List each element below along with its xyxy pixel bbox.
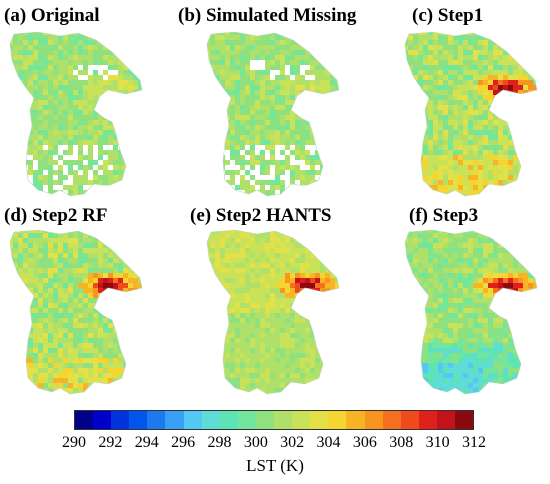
panel-title-e: (e) Step2 HANTS [190, 205, 332, 226]
colorbar-tick-label: 292 [98, 434, 123, 451]
map-original [9, 31, 143, 197]
colorbar-tick-label: 294 [134, 434, 159, 451]
map-step3 [404, 229, 538, 395]
colorbar-tick-label: 308 [389, 434, 414, 451]
colorbar-segment [382, 411, 401, 429]
map-step2-rf [9, 229, 143, 395]
colorbar-segment [183, 411, 202, 429]
map-pixels [207, 230, 339, 394]
colorbar-segment [400, 411, 419, 429]
map-pixels [207, 32, 339, 196]
colorbar-segment [255, 411, 275, 429]
map-step1 [404, 31, 538, 197]
panel-title-f: (f) Step3 [409, 205, 479, 226]
colorbar-segment [310, 411, 329, 429]
map-pixels [10, 32, 142, 196]
colorbar-segment [237, 411, 256, 429]
panel-title-b: (b) Simulated Missing [178, 5, 357, 26]
colorbar-title: LST (K) [246, 456, 304, 475]
colorbar-segment [201, 411, 220, 429]
colorbar-segment [129, 411, 148, 429]
colorbar-segment [274, 411, 293, 429]
colorbar-segment [147, 411, 166, 429]
panel-title-a: (a) Original [4, 5, 100, 26]
region-outline [206, 31, 340, 197]
colorbar [74, 410, 474, 430]
colorbar-segment [93, 411, 112, 429]
colorbar-segment [364, 411, 383, 429]
colorbar-segment [219, 411, 238, 429]
colorbar-segment [328, 411, 347, 429]
region-outline [404, 229, 538, 395]
panel-title-c: (c) Step1 [412, 5, 484, 26]
map-step2-hants [206, 229, 340, 395]
colorbar-segment [165, 411, 184, 429]
region-outline [9, 31, 143, 197]
colorbar-tick-label: 306 [352, 434, 377, 451]
colorbar-segment [436, 411, 455, 429]
colorbar-tick-label: 310 [425, 434, 450, 451]
colorbar-tick-label: 298 [207, 434, 232, 451]
region-outline [404, 31, 538, 197]
colorbar-segment [75, 411, 94, 429]
region-outline [206, 229, 340, 395]
colorbar-tick-label: 296 [171, 434, 196, 451]
map-pixels [405, 230, 537, 394]
colorbar-tick-label: 304 [316, 434, 341, 451]
colorbar-segment [111, 411, 130, 429]
map-pixels [405, 32, 537, 196]
region-outline [9, 229, 143, 395]
map-pixels [10, 230, 142, 394]
colorbar-segment [418, 411, 437, 429]
colorbar-tick-label: 300 [243, 434, 268, 451]
colorbar-tick-label: 302 [280, 434, 305, 451]
colorbar-tick-label: 312 [462, 434, 486, 451]
panel-title-d: (d) Step2 RF [4, 205, 108, 226]
colorbar-segment [346, 411, 365, 429]
colorbar-segment [454, 411, 474, 429]
colorbar-tick-label: 290 [62, 434, 86, 451]
colorbar-segment [292, 411, 311, 429]
map-simulated-missing [206, 31, 340, 197]
